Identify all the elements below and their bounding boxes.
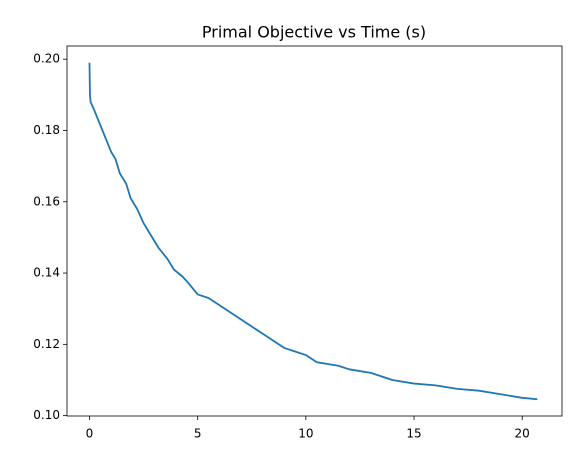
y-tick-label: 0.20 (33, 52, 60, 66)
data-line (88, 62, 538, 401)
y-tick-label: 0.14 (33, 266, 60, 280)
y-tick-label: 0.16 (33, 194, 60, 208)
x-tick-label: 15 (406, 427, 421, 441)
x-tick-label: 10 (298, 427, 313, 441)
axes-frame (66, 45, 563, 417)
x-tick-label: 20 (515, 427, 530, 441)
x-tick-label: 5 (194, 427, 202, 441)
chart-title: Primal Objective vs Time (s) (202, 23, 426, 42)
y-tick-label: 0.18 (33, 123, 60, 137)
x-tick-label: 0 (86, 427, 94, 441)
y-tick-label: 0.10 (33, 408, 60, 422)
y-tick-label: 0.12 (33, 337, 60, 351)
